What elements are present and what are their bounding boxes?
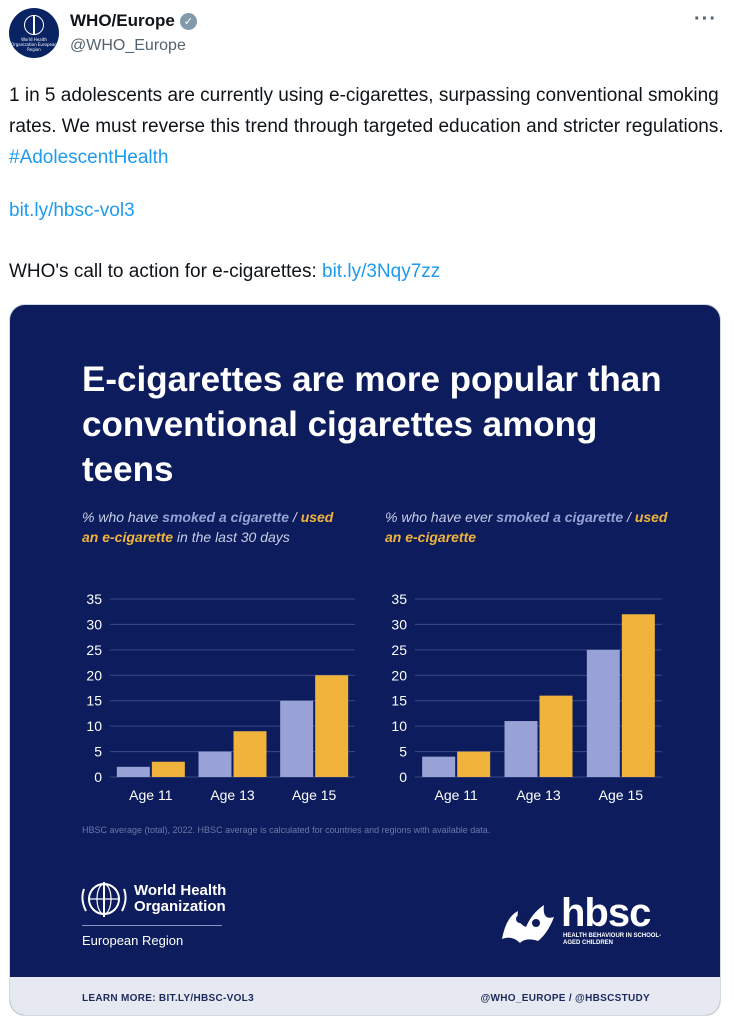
social-handles-text: @WHO_EUROPE / @HBSCSTUDY	[480, 993, 650, 1004]
hbsc-wordmark: hbsc	[561, 891, 651, 935]
x-tick-label: Age 15	[292, 787, 337, 803]
who-emblem-icon	[81, 882, 127, 917]
learn-more-text: LEARN MORE: BIT.LY/HBSC-VOL3	[82, 993, 254, 1004]
right-sub-prefix: % who have ever	[385, 509, 497, 525]
hashtag-link[interactable]: #AdolescentHealth	[9, 147, 169, 168]
bar-charts: 0 5 10 15 20 25 30 35 Age 11 Age 13 Age 15 0 5 10 15 20…	[86, 591, 662, 803]
y-tick-label: 10	[391, 718, 407, 734]
user-handle[interactable]: @WHO_Europe	[70, 37, 186, 54]
bar	[586, 649, 620, 777]
who-divider	[82, 925, 222, 926]
x-tick-label: Age 11	[129, 787, 173, 803]
right-sub-ecig: used an e-cigarette	[385, 509, 668, 545]
y-tick-label: 20	[391, 667, 407, 683]
more-options-icon[interactable]: ···	[694, 8, 717, 30]
right-sub-smoked: smoked a cigarette	[496, 509, 624, 525]
left-sub-suffix: in the last 30 days	[173, 529, 290, 545]
verified-badge-icon: ✓	[179, 12, 197, 30]
y-tick-label: 5	[399, 744, 407, 760]
display-name[interactable]: WHO/Europe ✓	[70, 11, 197, 31]
chart-footnote: HBSC average (total), 2022. HBSC average…	[82, 825, 491, 835]
y-tick-label: 30	[86, 616, 102, 632]
infographic-card[interactable]: E-cigarettes are more popular than conve…	[9, 304, 721, 1016]
bar	[116, 766, 150, 777]
left-sub-ecig: used an e-cigarette	[82, 509, 334, 545]
who-region: European Region	[82, 933, 184, 948]
avatar[interactable]: World Health Organization European Regio…	[9, 8, 59, 58]
left-sub-smoked: smoked a cigarette	[162, 509, 290, 525]
hbsc-link[interactable]: bit.ly/hbsc-vol3	[9, 200, 135, 221]
left-sub-sep: /	[289, 509, 301, 525]
y-tick-label: 0	[94, 769, 102, 785]
who-name: World Health Organization	[134, 883, 226, 915]
tweet-text: 1 in 5 adolescents are currently using e…	[9, 80, 725, 173]
bar	[539, 695, 573, 777]
bar	[151, 761, 185, 777]
right-sub-sep: /	[623, 509, 635, 525]
y-tick-label: 35	[391, 591, 407, 607]
hbsc-emblem-icon	[502, 905, 554, 943]
bar	[504, 721, 538, 777]
bar	[315, 675, 349, 777]
bar	[457, 751, 491, 777]
y-tick-label: 5	[94, 744, 102, 760]
y-tick-label: 10	[86, 718, 102, 734]
y-tick-label: 20	[86, 667, 102, 683]
display-name-text: WHO/Europe	[70, 11, 175, 30]
x-tick-label: Age 11	[434, 787, 478, 803]
y-tick-label: 25	[391, 642, 407, 658]
hbsc-logo: hbsc HEALTH BEHAVIOUR IN SCHOOL-AGED CHI…	[498, 891, 668, 955]
x-tick-label: Age 13	[210, 787, 255, 803]
bar	[198, 751, 232, 777]
card-title: E-cigarettes are more popular than conve…	[82, 360, 662, 489]
right-chart-subtitle: % who have ever smoked a cigarette / use…	[385, 507, 675, 547]
call-to-action: WHO's call to action for e-cigarettes: b…	[9, 261, 440, 283]
who-name-line1: World Health	[134, 882, 227, 899]
y-tick-label: 30	[391, 616, 407, 632]
y-tick-label: 15	[86, 693, 102, 709]
bar	[233, 731, 267, 777]
left-sub-prefix: % who have	[82, 509, 163, 525]
y-tick-label: 25	[86, 642, 102, 658]
left-chart-subtitle: % who have smoked a cigarette / used an …	[82, 507, 352, 547]
bar	[280, 700, 314, 777]
bar	[422, 756, 456, 777]
cta-link[interactable]: bit.ly/3Nqy7zz	[322, 261, 441, 282]
who-name-line2: Organization	[134, 898, 226, 915]
cta-text: WHO's call to action for e-cigarettes:	[9, 261, 323, 282]
bar	[621, 614, 655, 777]
y-tick-label: 0	[399, 769, 407, 785]
tweet-body: 1 in 5 adolescents are currently using e…	[9, 85, 724, 137]
tweet-header: World Health Organization European Regio…	[0, 0, 734, 70]
x-tick-label: Age 13	[516, 787, 561, 803]
y-tick-label: 15	[391, 693, 407, 709]
hbsc-tagline: HEALTH BEHAVIOUR IN SCHOOL-AGED CHILDREN	[563, 933, 662, 946]
x-tick-label: Age 15	[599, 787, 644, 803]
y-tick-label: 35	[86, 591, 102, 607]
who-globe-icon	[24, 14, 44, 35]
avatar-text: World Health Organization European Regio…	[11, 36, 57, 52]
who-logo: World Health Organization European Regio…	[80, 877, 260, 952]
card-footer: LEARN MORE: BIT.LY/HBSC-VOL3 @WHO_EUROPE…	[10, 977, 720, 1015]
